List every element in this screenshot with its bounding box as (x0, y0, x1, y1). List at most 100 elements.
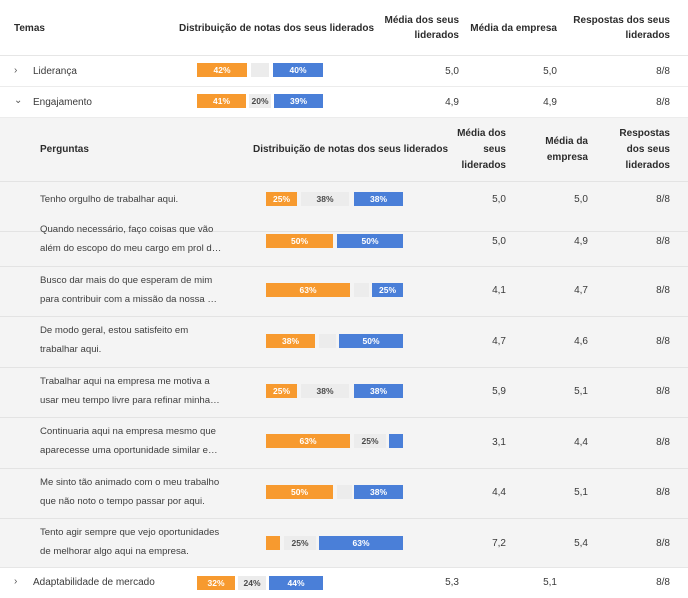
media-empresa-value: 5,1 (543, 577, 557, 588)
media-empresa-value: 5,0 (543, 66, 557, 77)
bar-segment-mid (354, 283, 369, 297)
distribution-bar: 32% 24% 44% (197, 576, 327, 590)
bar-segment-high: 39% (274, 94, 323, 108)
theme-name: Adaptabilidade de mercado (33, 577, 155, 588)
bar-segment-low: 63% (266, 434, 350, 448)
media-lideres-value: 4,7 (492, 336, 506, 347)
header-temas: Temas (14, 23, 45, 34)
question-row[interactable]: De modo geral, estou satisfeito em traba… (0, 317, 688, 368)
bar-segment-mid: 38% (301, 384, 349, 398)
header-media-lideres: Média dos seus liderados (384, 15, 459, 41)
media-empresa-value: 4,9 (543, 97, 557, 108)
header-perguntas: Perguntas (40, 144, 89, 155)
theme-row-adaptabilidade[interactable]: › Adaptabilidade de mercado 32% 24% 44% … (0, 568, 688, 598)
media-empresa-value: 5,0 (574, 194, 588, 205)
respostas-value: 8/8 (656, 236, 670, 247)
bar-segment-low: 42% (197, 63, 247, 77)
bar-segment-low: 50% (266, 485, 333, 499)
bar-segment-low: 41% (197, 94, 246, 108)
bar-segment-mid: 25% (284, 536, 316, 550)
bar-segment-mid: 24% (238, 576, 266, 590)
media-lideres-value: 3,1 (492, 437, 506, 448)
question-row[interactable]: Tento agir sempre que vejo oportunidades… (0, 519, 688, 568)
question-row[interactable]: Trabalhar aqui na empresa me motiva a us… (0, 368, 688, 418)
bar-segment-mid (337, 485, 352, 499)
question-row[interactable]: Tenho orgulho de trabalhar aqui. 25% 38%… (0, 182, 688, 232)
media-empresa-value: 4,6 (574, 336, 588, 347)
bar-segment-low: 38% (266, 334, 315, 348)
question-text: Tento agir sempre que vejo oportunidades… (40, 527, 220, 557)
media-lideres-value: 7,2 (492, 538, 506, 549)
table-header: Temas Distribuição de notas dos seus lid… (0, 0, 688, 56)
media-lideres-value: 5,0 (492, 194, 506, 205)
bar-segment-low: 50% (266, 234, 333, 248)
question-text: Trabalhar aqui na empresa me motiva a us… (40, 376, 220, 406)
distribution-bar: 25% 38% 38% (266, 384, 404, 398)
questions-header: Perguntas Distribuição de notas dos seus… (0, 118, 688, 182)
question-text: De modo geral, estou satisfeito em traba… (40, 325, 189, 355)
media-empresa-value: 4,7 (574, 285, 588, 296)
question-row[interactable]: Continuaria aqui na empresa mesmo que ap… (0, 418, 688, 469)
media-empresa-value: 4,9 (574, 236, 588, 247)
bar-segment-low: 32% (197, 576, 235, 590)
header-media-lideres: Média dos seus liderados (457, 128, 506, 171)
theme-row-lideranca[interactable]: › Liderança 42% 40% 5,0 5,0 8/8 (0, 56, 688, 87)
theme-row-engajamento[interactable]: ⌄ Engajamento 41% 20% 39% 4,9 4,9 8/8 (0, 87, 688, 118)
distribution-bar: 38% 50% (266, 334, 404, 348)
bar-segment-high: 40% (273, 63, 323, 77)
bar-segment-high: 63% (319, 536, 403, 550)
bar-segment-high: 25% (372, 283, 403, 297)
bar-segment-mid: 20% (249, 94, 271, 108)
bar-segment-low: 63% (266, 283, 350, 297)
respostas-value: 8/8 (656, 487, 670, 498)
media-empresa-value: 5,4 (574, 538, 588, 549)
bar-segment-high: 38% (354, 192, 403, 206)
respostas-value: 8/8 (656, 336, 670, 347)
distribution-bar: 25% 38% 38% (266, 192, 404, 206)
bar-segment-low (266, 536, 280, 550)
theme-name: Liderança (33, 66, 77, 77)
bar-segment-high (389, 434, 403, 448)
distribution-bar: 63% 25% (266, 283, 404, 297)
media-lideres-value: 4,1 (492, 285, 506, 296)
media-empresa-value: 5,1 (574, 487, 588, 498)
media-lideres-value: 4,9 (445, 97, 459, 108)
header-respostas: Respostas dos seus liderados (619, 128, 670, 171)
question-text: Me sinto tão animado com o meu trabalho … (40, 477, 220, 507)
media-lideres-value: 5,9 (492, 386, 506, 397)
bar-segment-mid: 38% (301, 192, 349, 206)
distribution-bar: 50% 50% (266, 234, 404, 248)
question-row[interactable]: Busco dar mais do que esperam de mim par… (0, 267, 688, 317)
bar-segment-low: 25% (266, 192, 297, 206)
respostas-value: 8/8 (656, 194, 670, 205)
respostas-value: 8/8 (656, 538, 670, 549)
chevron-right-icon[interactable]: › (14, 576, 18, 587)
header-distribuicao: Distribuição de notas dos seus liderados (253, 144, 449, 155)
bar-segment-high: 50% (337, 234, 403, 248)
chevron-right-icon[interactable]: › (14, 65, 18, 76)
header-distribuicao: Distribuição de notas dos seus liderados (179, 23, 375, 34)
distribution-bar: 50% 38% (266, 485, 404, 499)
bar-segment-high: 38% (354, 485, 403, 499)
distribution-bar: 42% 40% (197, 63, 327, 77)
question-row[interactable]: Me sinto tão animado com o meu trabalho … (0, 469, 688, 519)
question-text: Quando necessário, faço coisas que vão a… (40, 224, 222, 254)
distribution-bar: 41% 20% 39% (197, 94, 327, 108)
media-lideres-value: 5,3 (445, 577, 459, 588)
header-media-empresa: Média da empresa (545, 136, 588, 163)
chevron-down-icon[interactable]: ⌄ (14, 95, 23, 106)
bar-segment-mid (319, 334, 336, 348)
bar-segment-high: 44% (269, 576, 323, 590)
bar-segment-mid: 25% (354, 434, 386, 448)
theme-name: Engajamento (33, 97, 92, 108)
question-text: Tenho orgulho de trabalhar aqui. (40, 194, 179, 205)
question-row[interactable]: Quando necessário, faço coisas que vão a… (0, 216, 688, 267)
media-empresa-value: 4,4 (574, 437, 588, 448)
header-respostas: Respostas dos seus liderados (573, 15, 670, 41)
respostas-value: 8/8 (656, 285, 670, 296)
respostas-value: 8/8 (656, 386, 670, 397)
respostas-value: 8/8 (656, 66, 670, 77)
header-media-empresa: Média da empresa (470, 23, 557, 34)
respostas-value: 8/8 (656, 577, 670, 588)
